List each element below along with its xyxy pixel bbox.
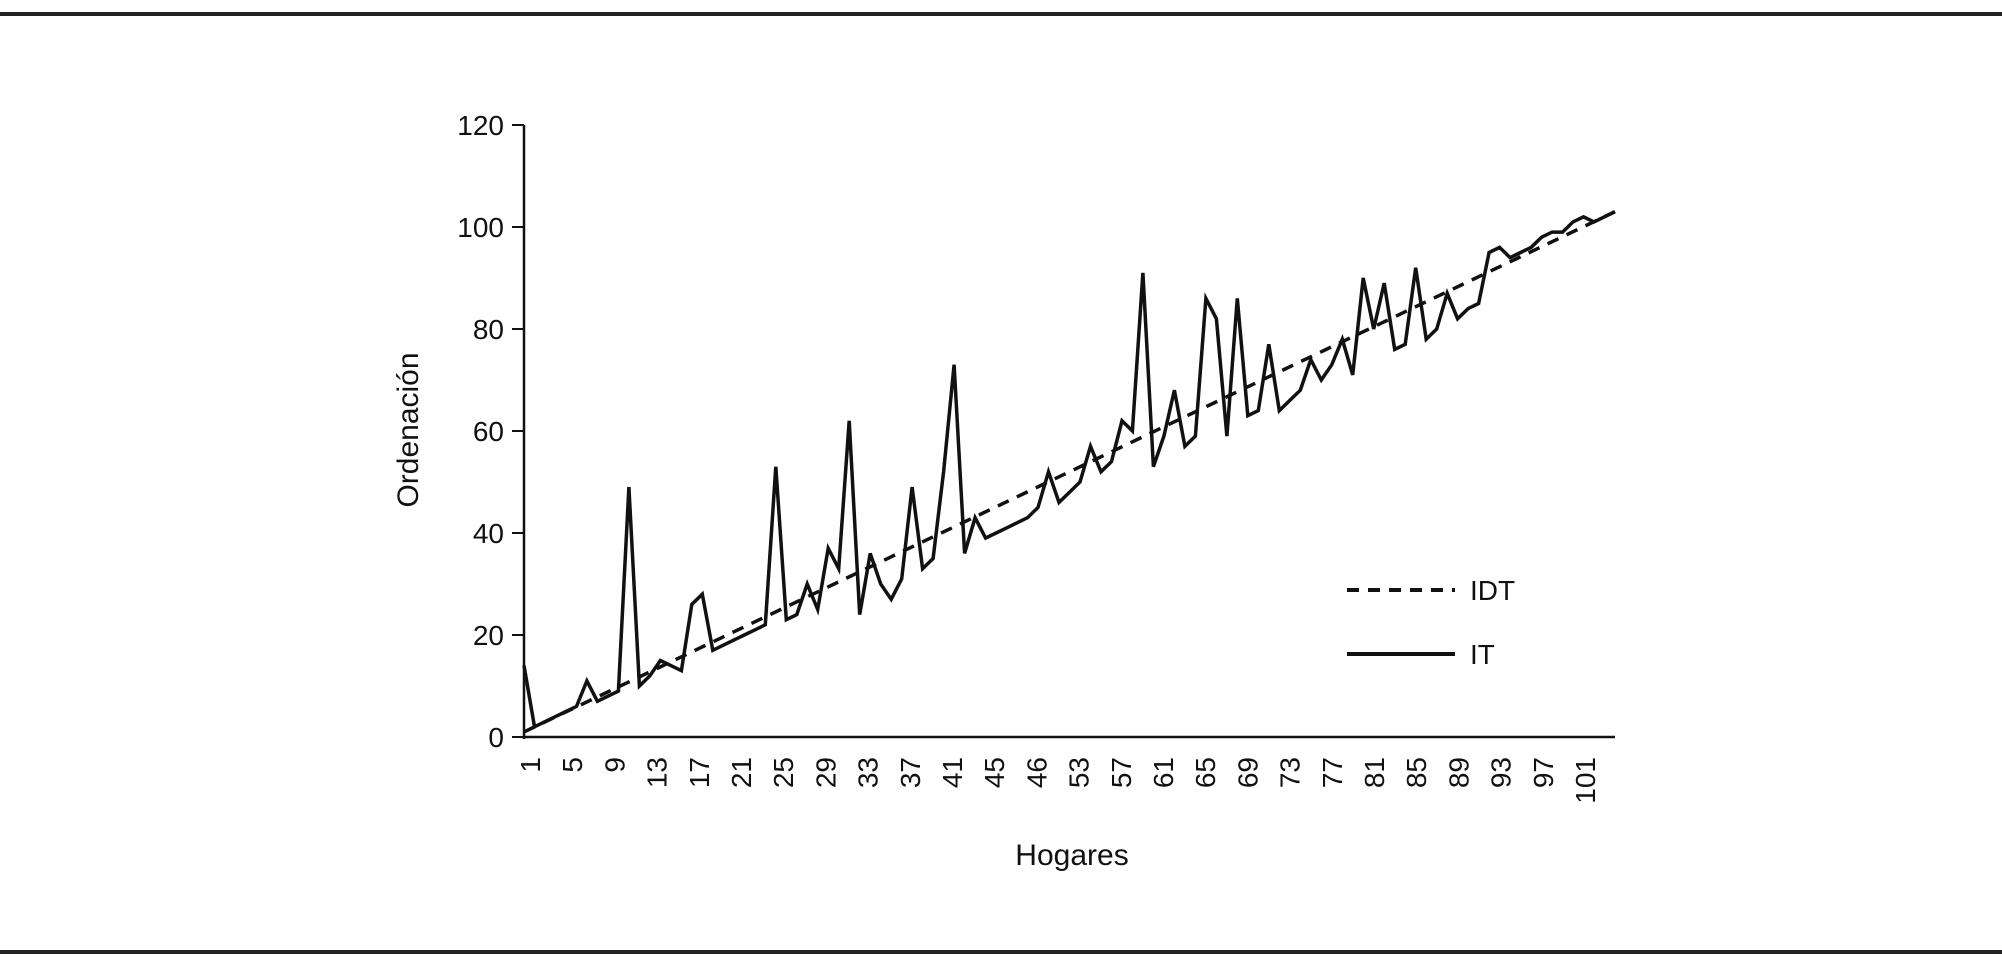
x-tick-label: 97 <box>1528 757 1559 788</box>
x-tick-label: 89 <box>1443 757 1474 788</box>
y-tick-label: 0 <box>488 722 504 753</box>
x-tick-label: 73 <box>1275 757 1306 788</box>
x-tick-label: 81 <box>1359 757 1390 788</box>
x-tick-label: 21 <box>726 757 757 788</box>
x-tick-label: 41 <box>937 757 968 788</box>
x-tick-label: 9 <box>599 757 630 773</box>
legend-label-idt: IDT <box>1470 575 1515 606</box>
y-tick-label: 120 <box>457 110 504 141</box>
x-tick-label: 69 <box>1232 757 1263 788</box>
series-line-it <box>522 210 1616 730</box>
x-tick-label: 101 <box>1570 757 1601 804</box>
x-tick-label: 61 <box>1148 757 1179 788</box>
x-tick-label: 37 <box>895 757 926 788</box>
x-tick-label: 77 <box>1317 757 1348 788</box>
y-axis-title: Ordenación <box>392 352 425 507</box>
x-tick-label: 65 <box>1190 757 1221 788</box>
x-tick-label: 85 <box>1401 757 1432 788</box>
x-tick-label: 29 <box>810 757 841 788</box>
x-tick-label: 46 <box>1021 757 1052 788</box>
x-tick-label: 33 <box>853 757 884 788</box>
y-tick-label: 20 <box>473 620 504 651</box>
x-tick-label: 45 <box>979 757 1010 788</box>
x-tick-label: 25 <box>768 757 799 788</box>
y-tick-label: 60 <box>473 416 504 447</box>
x-ticks: 1 5 9 13 17 21 25 29 33 37 41 45 46 53 57 61 65 69 73 77 81 8… <box>515 757 1601 804</box>
y-ticks: 0 20 40 60 80 100 120 <box>457 110 524 753</box>
series-layer <box>522 210 1616 734</box>
x-tick-label: 5 <box>557 757 588 773</box>
y-tick-label: 100 <box>457 212 504 243</box>
y-tick-label: 80 <box>473 314 504 345</box>
x-axis-title: Hogares <box>1015 839 1128 872</box>
chart-axes <box>522 125 1615 739</box>
bottom-rule <box>0 950 2002 954</box>
top-rule <box>0 12 2002 16</box>
x-tick-label: 13 <box>642 757 673 788</box>
x-tick-label: 53 <box>1064 757 1095 788</box>
y-tick-label: 40 <box>473 518 504 549</box>
x-tick-label: 1 <box>515 757 546 773</box>
x-tick-label: 17 <box>684 757 715 788</box>
x-tick-label: 93 <box>1486 757 1517 788</box>
x-tick-label: 57 <box>1106 757 1137 788</box>
legend-label-it: IT <box>1470 639 1495 670</box>
legend: IDT IT <box>1347 575 1515 670</box>
